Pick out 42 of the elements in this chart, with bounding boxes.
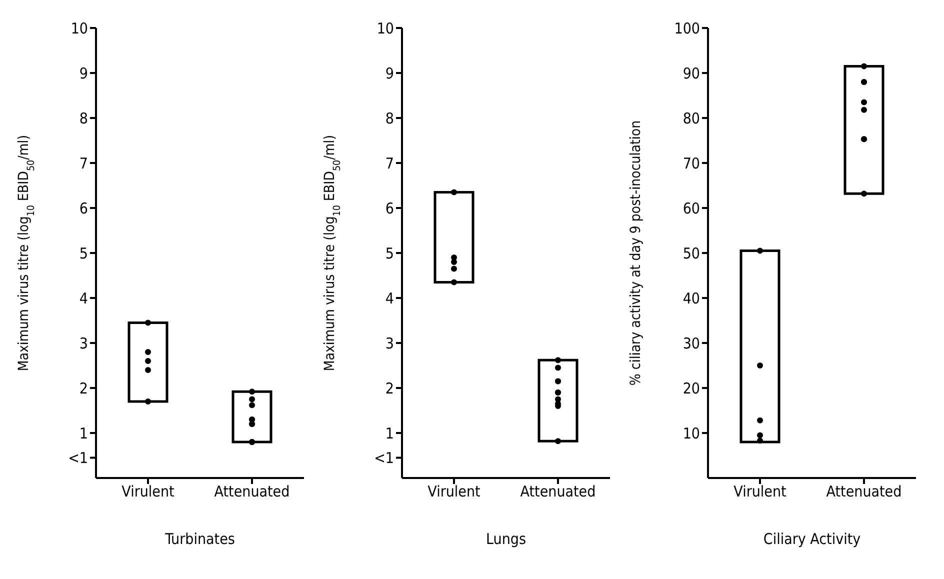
x-tick-label: Attenuated xyxy=(520,482,596,501)
y-tick-label: 5 xyxy=(385,244,394,262)
x-tick-label: Attenuated xyxy=(826,482,902,501)
y-tick-label: 9 xyxy=(385,64,394,82)
x-axis-title: Lungs xyxy=(486,530,526,548)
y-tick-label: 50 xyxy=(682,244,700,262)
y-tick-label: 90 xyxy=(682,64,700,82)
x-axis-title: Ciliary Activity xyxy=(763,530,861,548)
x-tick-label: Virulent xyxy=(428,482,480,501)
y-tick-label: 40 xyxy=(682,289,700,308)
y-tick-label: <1 xyxy=(374,449,394,468)
y-tick-label: 80 xyxy=(682,109,700,128)
y-tick-label: 60 xyxy=(682,199,700,218)
y-tick-label: 10 xyxy=(70,19,88,38)
y-tick-label: 100 xyxy=(674,19,700,38)
y-tick-label: 1 xyxy=(79,424,88,442)
y-tick-label: 7 xyxy=(79,154,88,172)
x-axis-title: Turbinates xyxy=(164,530,235,548)
y-tick-label: 8 xyxy=(79,109,88,128)
y-tick-label: 4 xyxy=(385,289,394,308)
y-tick-label: 4 xyxy=(79,289,88,308)
y-axis-title: % ciliary activity at day 9 post-inoculation xyxy=(628,120,644,386)
y-tick-label: 30 xyxy=(682,334,700,352)
y-tick-label: 10 xyxy=(682,424,700,442)
y-tick-label: 2 xyxy=(79,379,88,398)
x-tick-label: Virulent xyxy=(734,482,786,501)
x-tick-label: Attenuated xyxy=(214,482,290,501)
y-tick-label: 10 xyxy=(376,19,394,38)
y-tick-label: 6 xyxy=(79,199,88,218)
y-tick-label: 3 xyxy=(385,334,394,352)
y-tick-label: 20 xyxy=(682,379,700,398)
y-tick-label: 9 xyxy=(79,64,88,82)
y-tick-label: <1 xyxy=(68,449,88,468)
y-tick-label: 5 xyxy=(79,244,88,262)
y-tick-label: 8 xyxy=(385,109,394,128)
y-tick-label: 2 xyxy=(385,379,394,398)
y-tick-label: 3 xyxy=(79,334,88,352)
y-tick-label: 1 xyxy=(385,424,394,442)
y-tick-label: 7 xyxy=(385,154,394,172)
x-tick-label: Virulent xyxy=(122,482,174,501)
y-tick-label: 70 xyxy=(682,154,700,172)
y-tick-label: 6 xyxy=(385,199,394,218)
